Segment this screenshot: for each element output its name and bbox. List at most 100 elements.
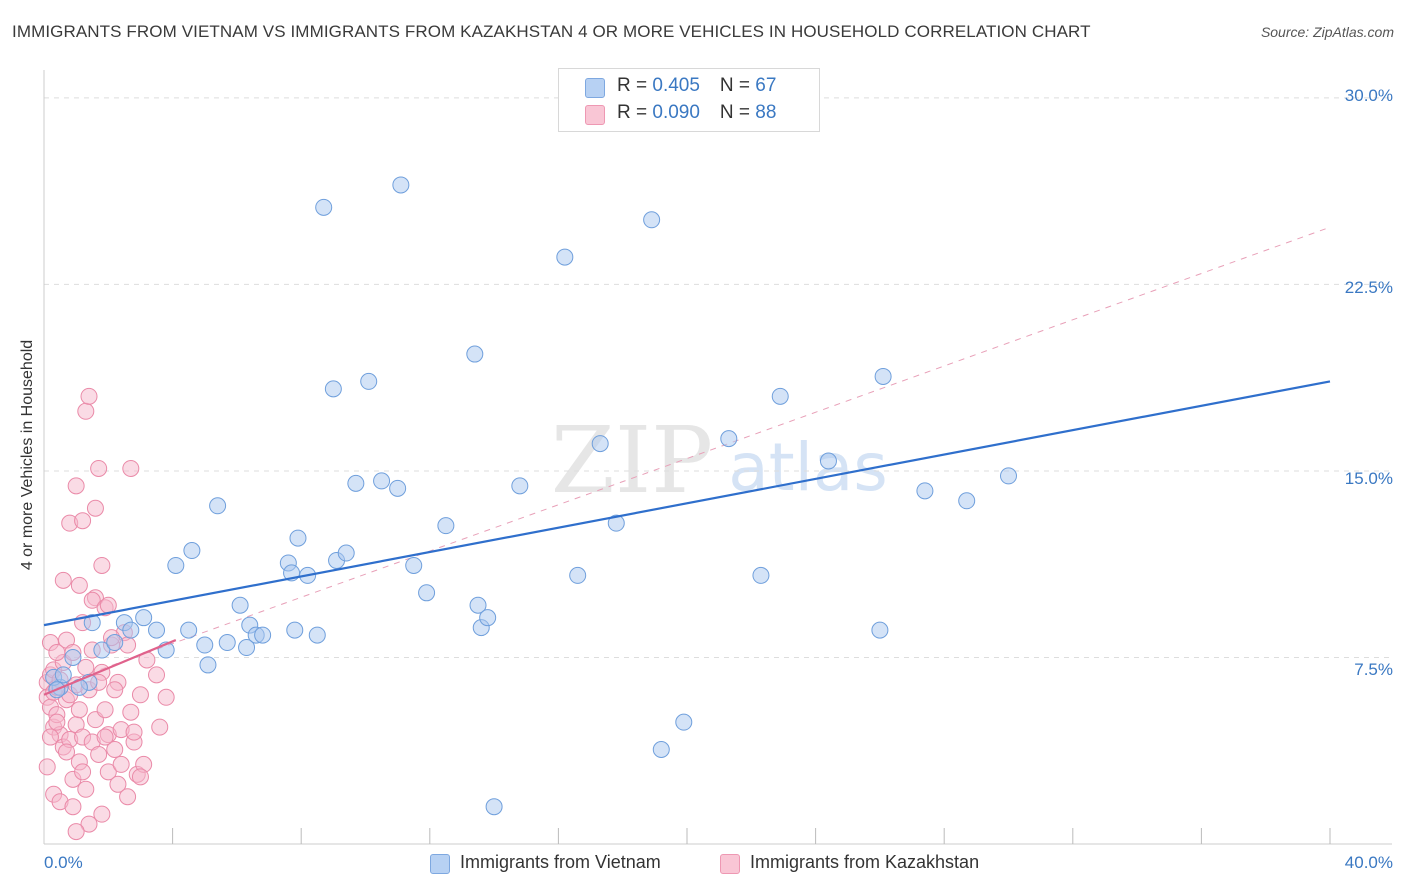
kazakhstan-point: [106, 681, 124, 699]
kazakhstan-point: [77, 402, 95, 420]
kazakhstan-swatch: [585, 105, 605, 125]
vietnam-point: [289, 529, 307, 547]
vietnam-point: [652, 740, 670, 758]
vietnam-point: [556, 248, 574, 266]
kazakhstan-point: [112, 755, 130, 773]
kazakhstan-point: [131, 686, 149, 704]
kazakhstan-point: [64, 798, 82, 816]
kazakhstan-point: [70, 576, 88, 594]
vietnam-point: [720, 430, 738, 448]
kazakhstan-point: [67, 823, 85, 841]
r-label: R =: [617, 102, 653, 123]
kazakhstan-point: [148, 666, 166, 684]
vietnam-point: [418, 584, 436, 602]
vietnam-point: [360, 372, 378, 390]
vietnam-point: [148, 621, 166, 639]
vietnam-point: [871, 621, 889, 639]
chart-title: IMMIGRANTS FROM VIETNAM VS IMMIGRANTS FR…: [12, 22, 1091, 41]
kazakhstan-point: [96, 728, 114, 746]
vietnam-point: [167, 556, 185, 574]
gridlines: [44, 97, 1392, 658]
vietnam-point: [569, 566, 587, 584]
kazakhstan-point: [109, 775, 127, 793]
axes: [43, 70, 1392, 845]
vietnam-point: [874, 367, 892, 385]
y-tick-label: 22.5%: [1344, 278, 1393, 297]
vietnam-point: [135, 609, 153, 627]
x-tick-label: 0.0%: [44, 853, 83, 872]
r-value: 0.405: [652, 75, 700, 96]
vietnam-point: [405, 556, 423, 574]
legend-label: Immigrants from Kazakhstan: [750, 852, 980, 872]
vietnam-point: [389, 479, 407, 497]
correlation-legend: R = 0.405 N = 67 R = 0.090 N = 88: [558, 68, 820, 132]
vietnam-point: [819, 452, 837, 470]
vietnam-point: [180, 621, 198, 639]
kazakhstan-point: [77, 780, 95, 798]
y-tick-label: 7.5%: [1354, 660, 1393, 679]
vietnam-trend-line: [43, 380, 1331, 627]
n-value: 88: [755, 102, 777, 123]
trend-lines: [43, 380, 1331, 696]
vietnam-point: [485, 798, 503, 816]
kazakhstan-point: [83, 591, 101, 609]
kazakhstan-point: [93, 805, 111, 823]
vietnam-point: [469, 596, 487, 614]
kazakhstan-swatch: [720, 854, 740, 874]
vietnam-swatch: [430, 854, 450, 874]
trend-extension-line: [43, 226, 1331, 691]
kazakhstan-point: [86, 499, 104, 517]
vietnam-point: [196, 636, 214, 654]
kazakhstan-point: [90, 459, 108, 477]
r-value: 0.090: [652, 102, 700, 123]
vietnam-point: [231, 596, 249, 614]
kazakhstan-point: [151, 718, 169, 736]
vietnam-point: [308, 626, 326, 644]
vietnam-point: [64, 648, 82, 666]
n-value: 67: [755, 75, 777, 96]
vietnam-point: [54, 666, 72, 684]
vietnam-point: [122, 621, 140, 639]
kazakhstan-point: [119, 788, 137, 806]
kazakhstan-point: [48, 713, 66, 731]
vietnam-point: [479, 609, 497, 627]
vietnam-point: [106, 634, 124, 652]
vietnam-point: [392, 176, 410, 194]
vietnam-swatch: [585, 78, 605, 98]
kazakhstan-point: [80, 387, 98, 405]
vietnam-point: [93, 641, 111, 659]
vietnam-point: [286, 621, 304, 639]
vietnam-point: [83, 614, 101, 632]
legend-label: Immigrants from Vietnam: [460, 852, 661, 872]
vietnam-point: [958, 492, 976, 510]
kazakhstan-trend-line: [43, 639, 177, 696]
vietnam-point: [254, 626, 272, 644]
vietnam-point: [209, 497, 227, 515]
kazakhstan-point: [125, 723, 143, 741]
vietnam-point: [347, 474, 365, 492]
vietnam-point: [218, 634, 236, 652]
kazakhstan-point: [70, 701, 88, 719]
kazakhstan-point: [122, 459, 140, 477]
kazakhstan-point: [93, 556, 111, 574]
watermark-zip: ZIP: [551, 407, 713, 514]
kazakhstan-point: [131, 768, 149, 786]
vietnam-point: [183, 542, 201, 560]
vietnam-point: [916, 482, 934, 500]
vietnam-point: [771, 387, 789, 405]
vietnam-point: [752, 566, 770, 584]
vietnam-point: [437, 517, 455, 535]
kazakhstan-point: [99, 763, 117, 781]
n-label: N =: [719, 102, 756, 123]
vietnam-point: [643, 211, 661, 229]
kazakhstan-point: [67, 477, 85, 495]
vietnam-point: [199, 656, 217, 674]
vietnam-point: [1000, 467, 1017, 485]
x-tick-label: 40.0%: [1344, 853, 1393, 872]
kazakhstan-point: [41, 728, 59, 746]
kazakhstan-point: [80, 815, 98, 833]
kazakhstan-point: [54, 571, 72, 589]
n-label: N =: [719, 75, 756, 96]
watermark-atlas: atlas: [728, 429, 888, 506]
